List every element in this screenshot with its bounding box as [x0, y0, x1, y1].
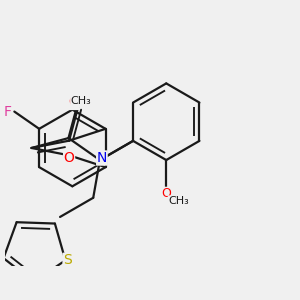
Text: CH₃: CH₃	[71, 96, 92, 106]
Text: F: F	[3, 105, 11, 118]
Text: O: O	[161, 187, 171, 200]
Text: CH₃: CH₃	[168, 196, 189, 206]
Text: O: O	[68, 95, 79, 110]
Text: S: S	[63, 253, 72, 267]
Text: O: O	[64, 151, 74, 165]
Text: N: N	[97, 151, 107, 165]
